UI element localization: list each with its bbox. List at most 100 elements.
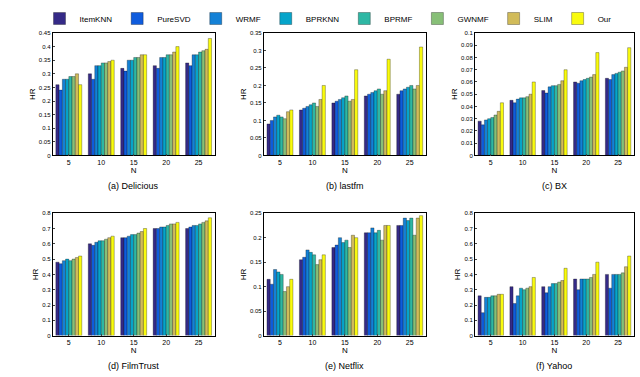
svg-text:0.2: 0.2 xyxy=(253,235,262,241)
svg-text:15: 15 xyxy=(551,159,559,166)
svg-text:0.1: 0.1 xyxy=(464,30,473,36)
svg-text:0.35: 0.35 xyxy=(39,57,51,63)
svg-text:N: N xyxy=(131,166,137,175)
svg-text:0.6: 0.6 xyxy=(42,241,51,247)
svg-text:15: 15 xyxy=(130,339,138,346)
svg-text:25: 25 xyxy=(614,159,622,166)
svg-text:20: 20 xyxy=(582,159,590,166)
svg-text:10: 10 xyxy=(308,339,316,346)
svg-text:0: 0 xyxy=(258,333,262,339)
svg-text:(d) FilmTrust: (d) FilmTrust xyxy=(108,361,159,371)
svg-text:0.1: 0.1 xyxy=(464,317,473,323)
svg-text:0.25: 0.25 xyxy=(250,65,262,71)
svg-text:20: 20 xyxy=(162,159,170,166)
svg-text:0.3: 0.3 xyxy=(464,287,473,293)
svg-text:0.1: 0.1 xyxy=(253,118,262,124)
svg-text:HR: HR xyxy=(239,88,248,100)
svg-text:5: 5 xyxy=(278,159,282,166)
svg-text:0.05: 0.05 xyxy=(250,308,262,314)
svg-text:0.05: 0.05 xyxy=(461,91,473,97)
svg-text:25: 25 xyxy=(614,339,622,346)
svg-text:Our: Our xyxy=(598,15,612,24)
svg-text:(c) BX: (c) BX xyxy=(542,181,567,191)
svg-text:GWNMF: GWNMF xyxy=(457,15,488,24)
svg-text:0.4: 0.4 xyxy=(464,272,473,278)
svg-text:0: 0 xyxy=(47,333,51,339)
svg-text:20: 20 xyxy=(373,159,381,166)
svg-text:0.1: 0.1 xyxy=(253,284,262,290)
svg-text:0.35: 0.35 xyxy=(250,30,262,36)
svg-text:0.06: 0.06 xyxy=(461,79,473,85)
svg-text:10: 10 xyxy=(97,159,105,166)
svg-text:0.03: 0.03 xyxy=(461,116,473,122)
svg-text:HR: HR xyxy=(453,268,462,280)
svg-text:SLIM: SLIM xyxy=(534,15,553,24)
svg-text:5: 5 xyxy=(489,159,493,166)
svg-text:0.09: 0.09 xyxy=(461,42,473,48)
svg-text:5: 5 xyxy=(278,339,282,346)
svg-text:0.2: 0.2 xyxy=(42,98,51,104)
svg-text:25: 25 xyxy=(195,339,203,346)
svg-text:0.5: 0.5 xyxy=(464,256,473,262)
svg-text:HR: HR xyxy=(450,88,459,100)
svg-text:10: 10 xyxy=(519,339,527,346)
svg-text:WRMF: WRMF xyxy=(236,15,261,24)
svg-text:0: 0 xyxy=(469,153,473,159)
svg-text:25: 25 xyxy=(195,159,203,166)
svg-text:0.01: 0.01 xyxy=(461,140,473,146)
svg-text:0: 0 xyxy=(258,153,262,159)
svg-text:0.15: 0.15 xyxy=(39,112,51,118)
svg-text:10: 10 xyxy=(519,159,527,166)
svg-text:15: 15 xyxy=(341,339,349,346)
svg-text:0.7: 0.7 xyxy=(42,226,51,232)
svg-text:0.3: 0.3 xyxy=(42,71,51,77)
svg-text:0.15: 0.15 xyxy=(250,100,262,106)
svg-text:0.8: 0.8 xyxy=(42,210,51,216)
svg-text:0.02: 0.02 xyxy=(461,128,473,134)
svg-text:20: 20 xyxy=(373,339,381,346)
svg-text:0.7: 0.7 xyxy=(464,226,473,232)
svg-text:0.25: 0.25 xyxy=(250,210,262,216)
svg-text:0.1: 0.1 xyxy=(42,317,51,323)
svg-text:0.25: 0.25 xyxy=(39,85,51,91)
svg-text:25: 25 xyxy=(406,339,414,346)
svg-text:0.4: 0.4 xyxy=(42,44,51,50)
svg-text:BPRMF: BPRMF xyxy=(384,15,412,24)
svg-text:15: 15 xyxy=(341,159,349,166)
svg-text:0.07: 0.07 xyxy=(461,67,473,73)
svg-text:(b) lastfm: (b) lastfm xyxy=(326,181,364,191)
svg-text:15: 15 xyxy=(130,159,138,166)
svg-text:0.05: 0.05 xyxy=(39,139,51,145)
svg-text:0.45: 0.45 xyxy=(39,30,51,36)
svg-text:15: 15 xyxy=(551,339,559,346)
svg-text:N: N xyxy=(552,166,558,175)
svg-text:0.5: 0.5 xyxy=(42,256,51,262)
svg-text:0.15: 0.15 xyxy=(250,259,262,265)
svg-text:0.05: 0.05 xyxy=(250,135,262,141)
svg-text:0.8: 0.8 xyxy=(464,210,473,216)
svg-text:0: 0 xyxy=(47,153,51,159)
svg-text:N: N xyxy=(342,166,348,175)
svg-text:0.1: 0.1 xyxy=(42,125,51,131)
svg-text:HR: HR xyxy=(31,268,40,280)
svg-text:0.2: 0.2 xyxy=(253,83,262,89)
svg-text:PureSVD: PureSVD xyxy=(157,15,191,24)
svg-text:0.6: 0.6 xyxy=(464,241,473,247)
svg-text:5: 5 xyxy=(67,339,71,346)
svg-text:(a) Delicious: (a) Delicious xyxy=(108,181,159,191)
svg-text:5: 5 xyxy=(67,159,71,166)
svg-text:0.4: 0.4 xyxy=(42,272,51,278)
svg-text:0.04: 0.04 xyxy=(461,104,473,110)
svg-text:N: N xyxy=(552,346,558,355)
svg-text:0.2: 0.2 xyxy=(42,302,51,308)
svg-text:ItemKNN: ItemKNN xyxy=(80,15,113,24)
svg-text:(e) Netflix: (e) Netflix xyxy=(325,361,364,371)
svg-text:0.2: 0.2 xyxy=(464,302,473,308)
svg-text:BPRKNN: BPRKNN xyxy=(306,15,340,24)
svg-text:10: 10 xyxy=(308,159,316,166)
svg-text:5: 5 xyxy=(489,339,493,346)
svg-text:20: 20 xyxy=(582,339,590,346)
svg-text:N: N xyxy=(342,346,348,355)
svg-text:0.08: 0.08 xyxy=(461,55,473,61)
svg-text:0.3: 0.3 xyxy=(42,287,51,293)
